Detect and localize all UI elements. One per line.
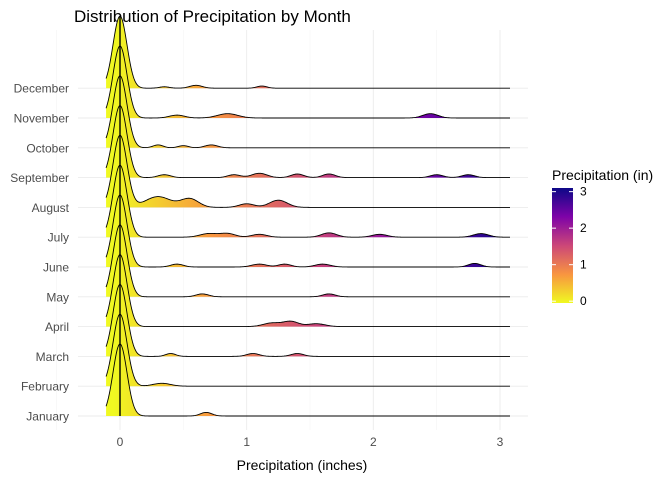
legend-tick-label: 0 <box>580 294 587 308</box>
ridge-march <box>105 283 510 357</box>
ridge-outline <box>105 194 510 268</box>
legend: Precipitation (in) 0 1 2 3 <box>552 167 653 308</box>
y-tick-label: June <box>43 261 69 275</box>
y-tick-label: October <box>26 141 69 155</box>
ridge-area <box>106 284 510 357</box>
legend-tick-label: 3 <box>580 185 587 199</box>
y-tick-label: May <box>46 290 69 304</box>
legend-tick-label: 1 <box>580 258 587 272</box>
ridge-may <box>105 224 510 298</box>
ridge-outline <box>105 283 510 357</box>
ridge-area <box>106 224 510 297</box>
y-tick-label: January <box>26 410 69 424</box>
y-tick-label: July <box>48 231 69 245</box>
x-tick-label: 2 <box>370 435 377 449</box>
ridge-outline <box>105 343 510 417</box>
y-tick-label: February <box>21 380 69 394</box>
legend-colorbar <box>552 188 573 303</box>
ridge-area <box>106 46 510 118</box>
ridge-outline <box>105 164 510 238</box>
ridge-september <box>105 105 510 179</box>
ridge-outline <box>105 134 510 208</box>
legend-ticks: 0 1 2 3 <box>552 185 587 308</box>
ridge-january <box>105 343 510 417</box>
y-tick-label: March <box>36 350 69 364</box>
ridge-area <box>106 254 510 327</box>
y-tick-label: September <box>10 171 69 185</box>
x-tick-label: 0 <box>117 435 124 449</box>
y-tick-label: December <box>14 82 69 96</box>
ridge-outline <box>105 15 510 89</box>
x-axis-labels: 0 1 2 3 <box>117 435 504 449</box>
ridge-area <box>106 135 510 208</box>
y-tick-label: April <box>45 320 69 334</box>
ridge-november <box>105 45 510 119</box>
x-tick-label: 1 <box>243 435 250 449</box>
ridge-december <box>105 15 510 89</box>
y-tick-label: August <box>32 201 70 215</box>
x-axis-title: Precipitation (inches) <box>237 457 368 473</box>
ridge-area <box>106 105 510 178</box>
ridge-outline <box>105 224 510 298</box>
ridge-outline <box>105 45 510 119</box>
ridge-outline <box>105 313 510 387</box>
chart-title: Distribution of Precipitation by Month <box>74 7 351 26</box>
ridges <box>105 15 510 417</box>
legend-title: Precipitation (in) <box>552 167 653 183</box>
legend-tick-label: 2 <box>580 221 587 235</box>
ridge-area <box>106 16 510 89</box>
ridge-outline <box>105 75 510 149</box>
ridge-april <box>105 254 510 328</box>
ridge-outline <box>105 105 510 179</box>
y-axis-labels: January February March April May June July Augu… <box>10 82 69 424</box>
ridge-outline <box>105 254 510 328</box>
x-tick-label: 3 <box>497 435 504 449</box>
y-tick-label: November <box>14 112 69 126</box>
ridge-august <box>105 134 510 208</box>
